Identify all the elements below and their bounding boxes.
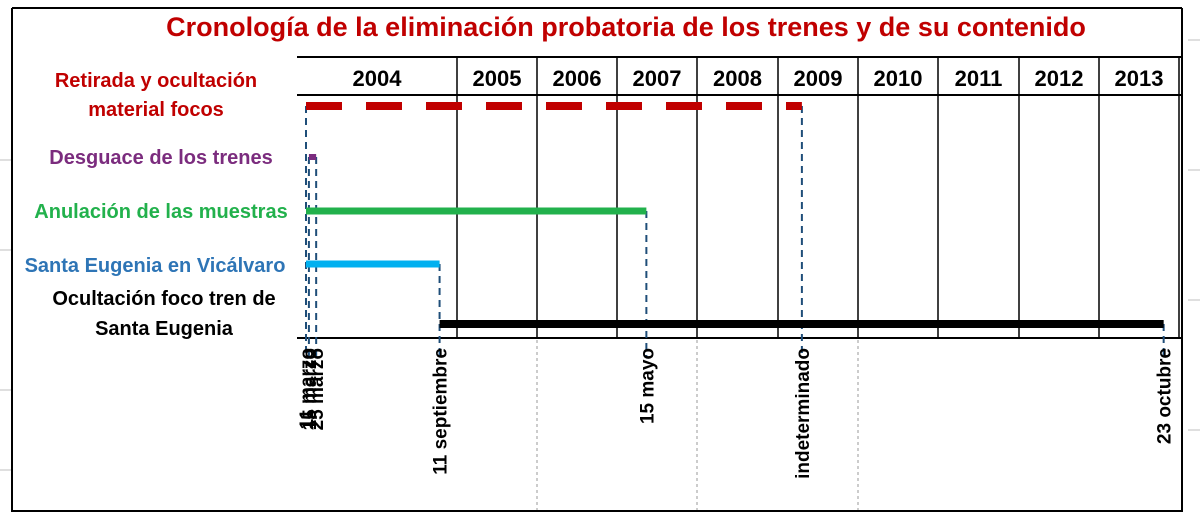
year-label: 2012 [1035,66,1084,91]
row-labels: Retirada y ocultación material focos Desgu… [25,70,288,340]
date-label: indeterminado [793,348,814,479]
row-label-focos: Retirada y ocultación [55,70,257,92]
year-label: 2007 [633,66,682,91]
date-label: 11 marzo [297,348,318,429]
year-label: 2005 [473,66,522,91]
year-label: 2010 [874,66,923,91]
date-label: 15 mayo [637,348,658,424]
year-label: 2009 [794,66,843,91]
row-label-muestras: Anulación de las muestras [34,201,287,223]
date-guide-lines [305,106,1165,358]
row-label-ocultacion: Santa Eugenia [95,318,234,340]
year-label: 2008 [713,66,762,91]
year-label: 2013 [1115,66,1164,91]
timeline-bars [306,102,1164,328]
row-label-santa: Santa Eugenia en Vicálvaro [25,255,286,277]
date-label: 15 marzo [300,348,321,430]
row-label-ocultacion: Ocultación foco tren de [52,288,275,310]
year-label: 2011 [955,66,1003,91]
spreadsheet-background-grid [0,39,1200,512]
year-grid: 2004 2005 2006 2007 2008 2009 2010 2011 2012 2013 [297,56,1182,339]
row-label-focos: material focos [88,99,224,121]
year-label: 2006 [553,66,602,91]
year-label: 2004 [353,66,403,91]
date-label: 25 marzo [307,348,328,430]
diagram-title: Cronología de la eliminación probatoria … [166,12,1086,42]
row-label-desguace: Desguace de los trenes [49,147,272,169]
date-label: 23 octubre [1155,348,1176,444]
date-label: 11 septiembre [431,348,452,475]
outer-frame [11,7,1183,512]
